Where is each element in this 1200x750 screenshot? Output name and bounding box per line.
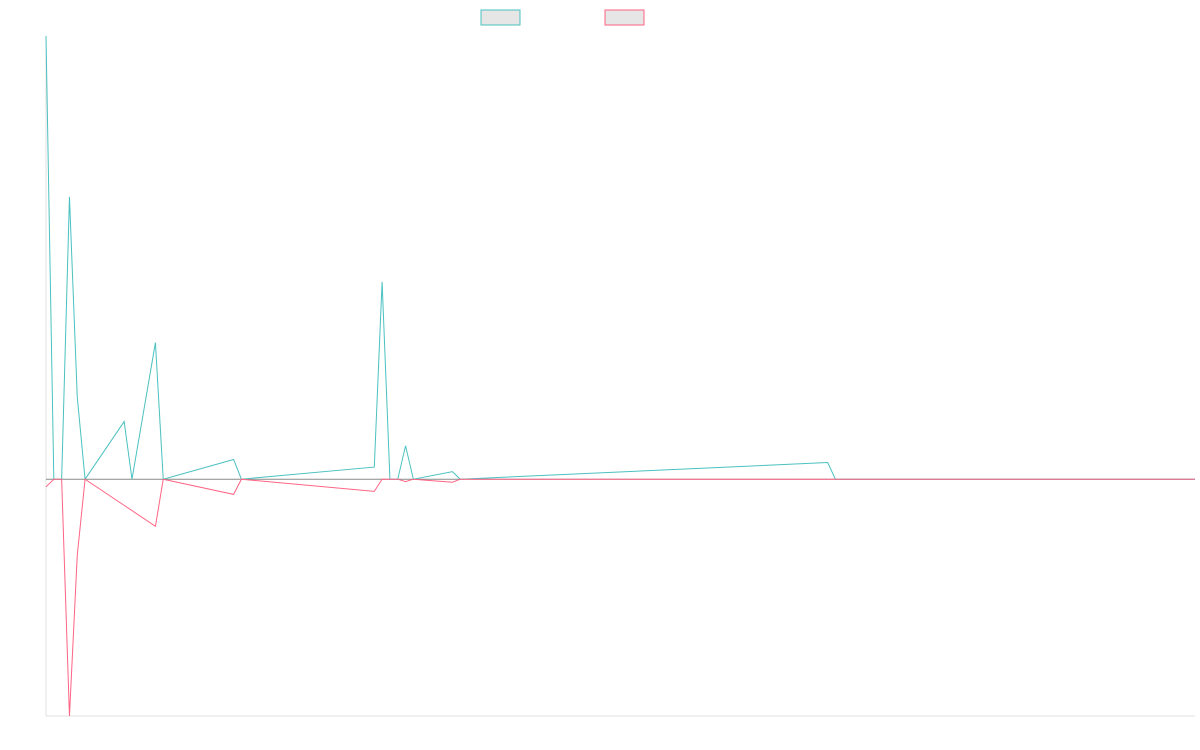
series-line-1 <box>45 35 1195 481</box>
legend-swatch-1[interactable] <box>480 9 521 26</box>
legend <box>480 9 645 26</box>
legend-item-2[interactable] <box>604 9 645 26</box>
legend-item-1[interactable] <box>480 9 521 26</box>
axes <box>45 36 1195 717</box>
series-1 <box>45 35 1195 481</box>
series-2 <box>45 478 1195 717</box>
series-layer <box>45 35 1195 717</box>
series-line-2 <box>45 478 1195 717</box>
legend-swatch-2[interactable] <box>604 9 645 26</box>
